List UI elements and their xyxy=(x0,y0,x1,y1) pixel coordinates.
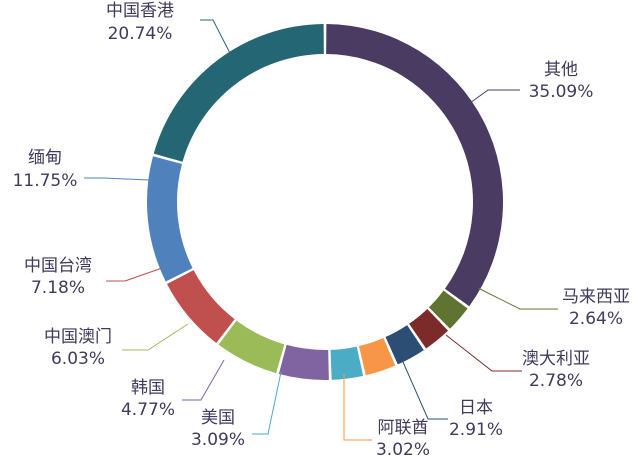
slice-name-label: 阿联酋 xyxy=(378,418,429,438)
slice-percent-label: 2.78% xyxy=(529,371,583,391)
slice-percent-label: 7.18% xyxy=(31,278,85,298)
slice-8 xyxy=(218,320,285,374)
slice-name-label: 马来西亚 xyxy=(562,287,630,307)
slice-percent-label: 11.75% xyxy=(13,171,78,191)
leader-line-8 xyxy=(122,323,189,351)
slice-3 xyxy=(409,308,449,349)
slice-7 xyxy=(278,344,329,381)
slice-percent-label: 3.02% xyxy=(376,440,430,460)
leader-line-2 xyxy=(477,287,558,310)
slice-1 xyxy=(326,24,503,307)
slice-name-label: 中国台湾 xyxy=(24,256,92,276)
leader-line-1 xyxy=(469,89,520,104)
slice-9 xyxy=(166,270,235,343)
slice-name-label: 缅甸 xyxy=(28,148,62,168)
slice-percent-label: 3.09% xyxy=(191,430,245,450)
slice-percent-label: 4.77% xyxy=(121,400,175,420)
slice-name-label: 其他 xyxy=(544,60,578,80)
slice-6 xyxy=(330,346,364,380)
slice-name-label: 日本 xyxy=(459,398,493,418)
donut-slices xyxy=(147,24,503,381)
slice-name-label: 美国 xyxy=(201,408,235,428)
leader-line-5 xyxy=(343,374,372,441)
slice-4 xyxy=(385,325,424,365)
leader-line-6 xyxy=(252,371,282,435)
slice-2 xyxy=(428,290,468,329)
leader-line-7 xyxy=(182,359,225,401)
slice-percent-label: 2.64% xyxy=(569,309,623,329)
slice-11 xyxy=(153,24,324,162)
slice-name-label: 中国澳门 xyxy=(44,327,112,347)
leader-line-10 xyxy=(84,177,150,181)
slice-percent-label: 6.03% xyxy=(51,349,105,369)
slice-10 xyxy=(147,156,193,282)
slice-name-label: 中国香港 xyxy=(106,1,174,21)
leader-line-4 xyxy=(402,361,448,420)
leader-line-9 xyxy=(106,267,163,282)
slice-name-label: 澳大利亚 xyxy=(522,349,590,369)
slice-5 xyxy=(358,337,396,376)
slice-percent-label: 2.91% xyxy=(449,420,503,440)
leader-lines xyxy=(84,19,558,441)
slice-percent-label: 20.74% xyxy=(108,24,173,44)
leader-line-3 xyxy=(445,334,522,372)
leader-line-11 xyxy=(200,19,234,60)
slice-percent-label: 35.09% xyxy=(529,82,594,102)
slice-name-label: 韩国 xyxy=(131,378,165,398)
